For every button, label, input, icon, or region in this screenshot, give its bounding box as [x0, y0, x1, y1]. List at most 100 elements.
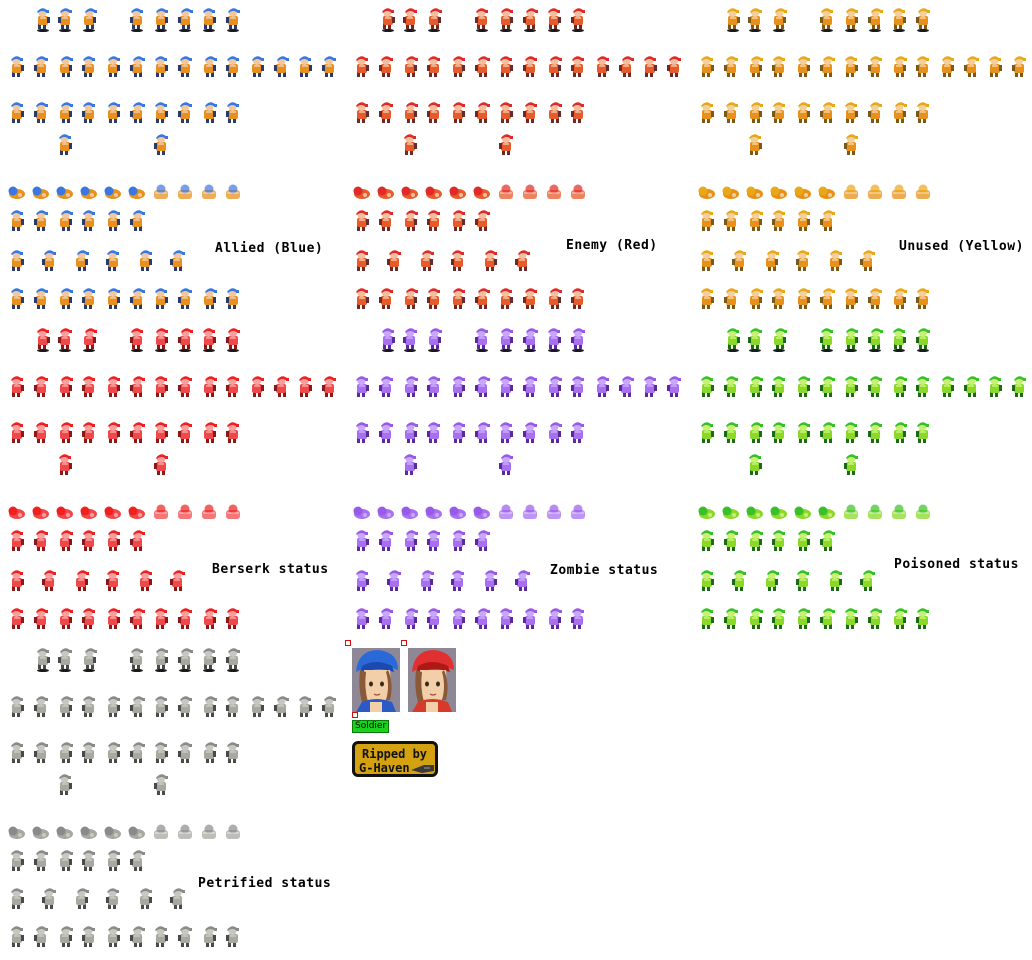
sprite-figure — [427, 530, 440, 551]
sprite-figure — [773, 328, 787, 352]
sprite-figure — [750, 376, 763, 397]
sprite-figure — [226, 288, 239, 309]
sprite-figure — [8, 186, 25, 199]
sprite-figure — [404, 134, 417, 155]
sprite-figure — [500, 8, 513, 32]
sprite-figure — [202, 184, 216, 199]
sprite-figure — [750, 422, 763, 443]
sprite-figure — [387, 570, 401, 591]
sprite-figure — [772, 210, 785, 231]
sprite-figure — [11, 888, 24, 909]
sprite-figure — [82, 742, 95, 763]
sprite-figure — [1012, 376, 1026, 397]
sprite-figure — [798, 376, 810, 397]
sprite-figure — [106, 570, 119, 591]
sprite-figure — [475, 210, 490, 231]
credit-line-2: G-Haven — [359, 761, 410, 775]
sprite-figure — [989, 56, 1002, 77]
sprite-figure — [748, 8, 762, 32]
sprite-figure — [893, 328, 906, 352]
sprite-figure — [226, 504, 240, 519]
sprite-figure — [473, 506, 490, 519]
sprite-figure — [453, 56, 465, 77]
sprite-figure — [8, 826, 25, 839]
sprite-figure — [427, 56, 440, 77]
sprite-figure — [475, 422, 490, 443]
sprite-figure — [204, 608, 217, 629]
sprite-figure — [548, 328, 561, 352]
sprite-figure — [523, 608, 537, 629]
sprite-figure — [80, 506, 97, 519]
sprite-figure — [8, 506, 25, 519]
sprite-figure — [845, 422, 858, 443]
sprite-figure — [76, 570, 89, 591]
sprite-figure — [104, 826, 121, 839]
sprite-figure — [820, 8, 833, 32]
sprite-figure — [178, 742, 192, 763]
sprite-figure — [226, 8, 240, 32]
sprite-figure — [130, 328, 143, 352]
sprite-figure — [571, 56, 584, 77]
sprite-figure — [427, 376, 440, 397]
sprite-figure — [405, 56, 418, 77]
sprite-figure — [178, 696, 192, 717]
label-zombie-status: Zombie status — [550, 563, 659, 578]
sprite-figure — [202, 824, 216, 839]
sprite-figure — [155, 926, 168, 947]
sprite-figure — [571, 422, 584, 443]
sprite-figure — [499, 134, 513, 155]
sprite-figure — [11, 926, 24, 947]
sprite-figure — [475, 288, 490, 309]
sprite-figure — [619, 56, 634, 77]
sprite-figure — [155, 102, 168, 123]
sprite-figure — [34, 742, 48, 763]
sprite-figure — [916, 102, 929, 123]
sprite-figure — [34, 288, 48, 309]
sprite-figure — [571, 608, 584, 629]
portrait-red-soldier — [408, 648, 456, 712]
sprite-figure — [500, 102, 513, 123]
sprite-figure — [571, 376, 584, 397]
label-petrified-status: Petrified status — [198, 876, 332, 891]
sprite-figure — [108, 102, 120, 123]
sprite-figure — [405, 608, 418, 629]
sprite-figure — [178, 504, 192, 519]
sprite-figure — [830, 570, 842, 591]
sprite-figure — [130, 648, 143, 672]
sprite-figure — [425, 186, 442, 199]
sprite-figure — [549, 102, 562, 123]
sprite-figure — [82, 530, 95, 551]
sprite-figure — [60, 56, 73, 77]
sprite-figure — [844, 454, 858, 475]
sprite-figure — [34, 102, 48, 123]
sprite-figure — [597, 376, 609, 397]
sprite-figure — [766, 250, 779, 271]
sprite-figure — [523, 288, 537, 309]
sprite-figure — [274, 696, 289, 717]
sprite-figure — [916, 376, 929, 397]
sprite-figure — [204, 56, 217, 77]
sprite-figure — [798, 422, 810, 443]
sprite-figure — [772, 56, 785, 77]
sprite-figure — [178, 376, 192, 397]
sprite-figure — [382, 8, 395, 32]
sprite-figure — [155, 328, 168, 352]
sprite-figure — [154, 134, 168, 155]
sprite-figure — [868, 328, 883, 352]
sprite-figure — [204, 422, 217, 443]
sprite-figure — [868, 376, 882, 397]
sprite-figure — [820, 328, 833, 352]
sprite-figure — [894, 56, 907, 77]
sprite-figure — [155, 422, 168, 443]
label-poisoned-status: Poisoned status — [894, 557, 1019, 572]
sprite-figure — [379, 56, 393, 77]
sprite-figure — [916, 8, 930, 32]
sprite-figure — [11, 608, 24, 629]
sprite-figure — [619, 376, 634, 397]
sprite-figure — [377, 186, 394, 199]
sprite-figure — [749, 454, 762, 475]
sprite-figure — [425, 506, 442, 519]
sprite-figure — [500, 608, 513, 629]
sprite-figure — [322, 376, 336, 397]
sprite-figure — [746, 186, 763, 199]
